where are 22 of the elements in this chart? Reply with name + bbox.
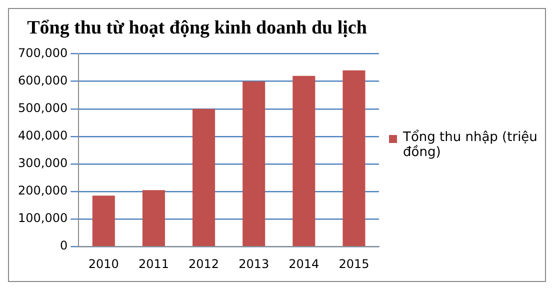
y-tick-label: 0	[60, 238, 68, 253]
y-tick-label: 500,000	[18, 101, 68, 116]
bar	[292, 76, 316, 246]
y-tick-label: 100,000	[18, 211, 68, 226]
x-tick-label: 2015	[338, 256, 370, 271]
bar	[242, 81, 266, 246]
y-tick-label: 400,000	[18, 128, 68, 143]
y-tick-label: 200,000	[18, 184, 68, 198]
x-tick-label: 2014	[288, 256, 320, 271]
bar	[342, 70, 366, 246]
legend-label: Tổng thu nhập (triệu đồng)	[403, 130, 538, 160]
bar	[92, 196, 115, 246]
x-tick-label: 2010	[88, 256, 119, 271]
x-tick-label: 2013	[238, 256, 270, 271]
y-tick-label: 700,000	[18, 46, 68, 60]
y-tick-label: 300,000	[18, 156, 68, 170]
chart-title: Tổng thu từ hoạt động kinh doanh du lịch	[27, 17, 368, 38]
y-tick-label: 600,000	[18, 73, 68, 88]
x-tick-label: 2012	[188, 256, 220, 271]
bar	[142, 190, 165, 246]
x-tick-label: 2011	[138, 256, 169, 271]
bar	[192, 108, 216, 246]
